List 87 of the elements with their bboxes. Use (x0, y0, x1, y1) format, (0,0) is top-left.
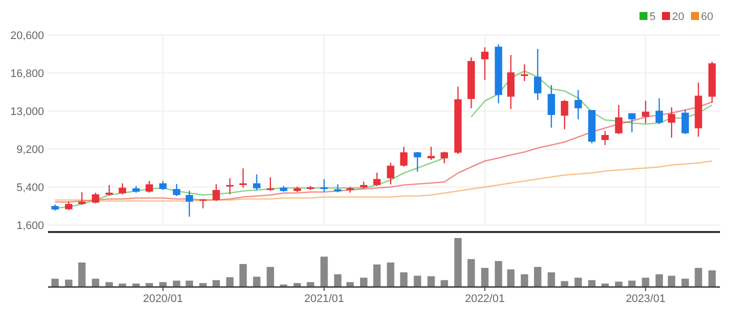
bar (294, 283, 301, 287)
bar (253, 276, 260, 287)
bar (65, 280, 72, 287)
candlestick (534, 48, 542, 101)
y-tick-label: 5,400 (16, 182, 44, 194)
candlestick (427, 146, 435, 161)
candlestick (373, 172, 381, 187)
bar (682, 278, 689, 287)
candlestick (239, 168, 247, 188)
bar (628, 280, 636, 287)
bar (346, 282, 354, 287)
candlestick (400, 146, 408, 168)
x-tick-label: 2023/01 (626, 293, 666, 305)
candlestick (334, 184, 342, 193)
legend-label: 60 (701, 11, 714, 23)
candlestick (615, 104, 622, 135)
candlestick (92, 192, 100, 204)
candlestick (266, 176, 274, 192)
candlestick (118, 182, 126, 195)
bar (386, 262, 394, 287)
bar (440, 280, 448, 287)
bar (481, 268, 489, 287)
bar (454, 238, 462, 287)
candlestick (601, 130, 609, 146)
bar (226, 277, 234, 287)
candlestick (574, 89, 582, 120)
bar (414, 276, 422, 287)
candlestick (146, 180, 153, 194)
candlestick (440, 151, 448, 164)
bar (534, 266, 542, 287)
y-tick-label: 9,200 (16, 144, 44, 156)
candlestick (668, 106, 676, 138)
bar (320, 256, 328, 287)
candlestick (548, 84, 556, 128)
legend-label: 20 (672, 11, 684, 23)
candlestick (320, 178, 328, 192)
bar (400, 272, 408, 287)
bar (708, 270, 716, 287)
bar (507, 269, 515, 287)
bar (574, 278, 582, 287)
candlestick (560, 99, 568, 130)
candlestick (78, 192, 86, 206)
candlestick (642, 100, 650, 124)
candlestick (386, 162, 394, 185)
bar (92, 278, 100, 287)
bar (427, 276, 435, 287)
candlestick (481, 46, 489, 81)
y-tick-label: 16,800 (10, 68, 44, 80)
bar (334, 274, 342, 287)
y-tick-label: 20,600 (10, 30, 44, 42)
bar (360, 278, 368, 287)
bar (172, 280, 180, 287)
bar (494, 261, 502, 287)
bar (615, 282, 622, 287)
bar (146, 283, 153, 287)
candlestick (253, 174, 260, 191)
bar (78, 262, 86, 287)
bar (212, 280, 220, 287)
x-tick-label: 2020/01 (143, 293, 183, 305)
bar (159, 282, 167, 287)
bar (106, 282, 113, 287)
bar (186, 280, 194, 287)
x-tick-label: 2021/01 (304, 293, 344, 305)
y-tick-label: 1,600 (16, 220, 44, 232)
bar (548, 272, 556, 287)
bar (588, 280, 596, 287)
candlestick (172, 183, 180, 197)
candlestick (656, 98, 663, 125)
bar (668, 276, 676, 287)
bar (656, 274, 663, 287)
bar (373, 264, 381, 287)
candlestick (682, 109, 689, 135)
bar (468, 259, 475, 287)
legend-label: 5 (650, 11, 656, 23)
bar (51, 278, 59, 287)
bar (642, 278, 650, 287)
candlestick (212, 184, 220, 202)
bar (239, 264, 247, 287)
y-tick-label: 13,000 (10, 106, 44, 118)
candlestick (414, 151, 422, 172)
candlestick (186, 190, 194, 218)
candlestick (628, 112, 636, 133)
x-tick-label: 2022/01 (464, 293, 505, 305)
candlestick (226, 178, 234, 195)
bar (266, 266, 274, 287)
candlestick (106, 184, 113, 196)
bar (694, 268, 702, 287)
